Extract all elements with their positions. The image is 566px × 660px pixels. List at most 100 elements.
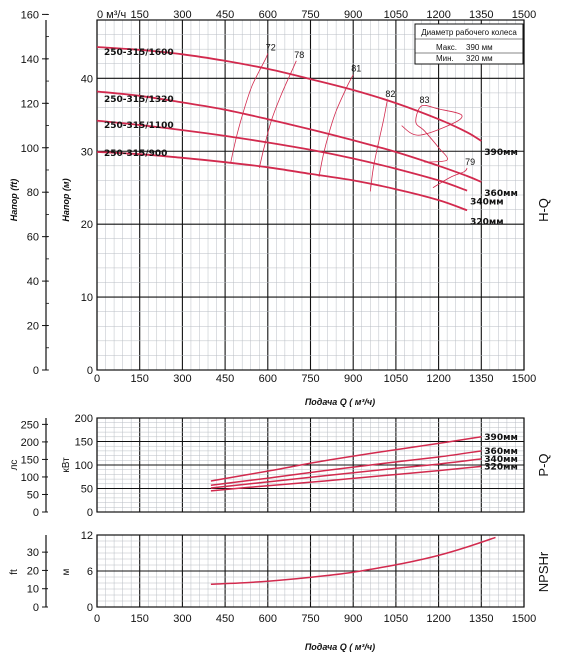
ft-tick-label: 160 <box>21 9 39 21</box>
ft-tick-label: 40 <box>27 276 39 288</box>
hq-curve-390мм <box>96 46 482 142</box>
top-axis-unit: 0 м³/ч <box>97 9 126 21</box>
hq-curve-320мм <box>96 151 468 212</box>
kw-tick-label: 0 <box>87 507 93 519</box>
x-tick-label: 600 <box>259 613 277 625</box>
pq-side-label: P-Q <box>536 453 551 476</box>
x-tick-label: 1050 <box>384 613 408 625</box>
npsh-ylabel-ft: ft <box>9 569 20 575</box>
diameter-legend: Диаметр рабочего колеса Макс. 390 мм Мин… <box>414 23 524 65</box>
x-tick-label: 900 <box>344 373 362 385</box>
legend-min-label: Мин. <box>436 54 454 63</box>
hq-curve-340мм <box>96 119 468 192</box>
x-tick-label: 1200 <box>426 613 450 625</box>
model-label-1600: 250-315/1600 <box>104 48 174 58</box>
top-tick-label: 150 <box>131 9 149 21</box>
kw-tick-label: 150 <box>75 437 93 449</box>
top-tick-label: 1050 <box>384 9 408 21</box>
efficiency-curve <box>369 100 388 192</box>
npsh-ylabel-m: м <box>61 568 72 575</box>
m-tick-label: 30 <box>81 146 93 158</box>
efficiency-curve <box>432 167 468 189</box>
efficiency-curve <box>318 74 354 177</box>
x-tick-label: 1350 <box>469 613 493 625</box>
pq-curve-390мм <box>210 436 482 482</box>
x-tick-label: 1500 <box>512 373 536 385</box>
efficiency-label: 81 <box>351 64 361 74</box>
efficiency-curve <box>230 53 269 163</box>
x-tick-label: 1500 <box>512 613 536 625</box>
efficiency-label: 79 <box>465 157 475 167</box>
hp-tick-label: 200 <box>21 437 39 449</box>
npsh-xlabel: Подача Q ( м³/ч) <box>305 642 375 652</box>
pq-curve-360мм <box>210 450 482 486</box>
x-tick-label: 0 <box>94 373 100 385</box>
hq-side-label: H-Q <box>536 198 551 222</box>
top-tick-label: 450 <box>216 9 234 21</box>
hq-series-label: 390мм <box>484 148 518 158</box>
x-tick-label: 750 <box>301 613 319 625</box>
panel-frame <box>96 19 525 371</box>
ft-tick-label: 140 <box>21 54 39 66</box>
legend-max-value: 390 мм <box>466 43 493 52</box>
x-tick-label: 150 <box>131 613 149 625</box>
npsh-side-label: NPSHr <box>536 551 551 592</box>
grid-layer <box>42 13 525 608</box>
efficiency-curve <box>401 104 463 163</box>
x-tick-label: 0 <box>94 613 100 625</box>
top-tick-label: 750 <box>301 9 319 21</box>
top-tick-label: 600 <box>259 9 277 21</box>
x-tick-label: 150 <box>131 373 149 385</box>
npsh-m-tick-label: 0 <box>87 602 93 614</box>
npsh-ft-tick-label: 20 <box>27 565 39 577</box>
hp-tick-label: 150 <box>21 454 39 466</box>
hq-series-label: 360мм <box>484 189 518 199</box>
m-tick-label: 10 <box>81 292 93 304</box>
x-tick-label: 1200 <box>426 373 450 385</box>
panel-frame <box>96 417 525 513</box>
ft-tick-label: 120 <box>21 98 39 110</box>
x-tick-label: 1350 <box>469 373 493 385</box>
efficiency-label: 83 <box>420 95 430 105</box>
hq-xlabel: Подача Q ( м³/ч) <box>305 397 375 407</box>
ft-tick-label: 100 <box>21 143 39 155</box>
hq-curve-360мм <box>96 90 482 183</box>
top-tick-label: 900 <box>344 9 362 21</box>
npsh-ft-tick-label: 30 <box>27 547 39 559</box>
hq-ylabel-ft: Напор (ft) <box>9 179 19 222</box>
efficiency-label: 82 <box>385 89 395 99</box>
hq-series-label: 320мм <box>470 217 504 227</box>
hp-tick-label: 50 <box>27 489 39 501</box>
model-label-1100: 250-315/1100 <box>104 121 174 131</box>
pq-series-label: 360мм <box>484 447 518 457</box>
pq-ylabel-hp: лс <box>9 460 20 471</box>
pq-curve-340мм <box>210 458 482 489</box>
npsh-m-tick-label: 6 <box>87 566 93 578</box>
hp-tick-label: 250 <box>21 419 39 431</box>
ft-tick-label: 0 <box>33 365 39 377</box>
efficiency-label: 78 <box>294 50 304 60</box>
pq-series-label: 390мм <box>484 433 518 443</box>
pq-curve-320мм <box>210 465 482 492</box>
kw-tick-label: 200 <box>75 413 93 425</box>
hp-tick-label: 100 <box>21 472 39 484</box>
hp-tick-label: 0 <box>33 507 39 519</box>
efficiency-curve <box>258 60 297 169</box>
efficiency-label: 72 <box>266 43 276 53</box>
pq-series-label: 340мм <box>484 455 518 465</box>
npsh-m-tick-label: 12 <box>81 530 93 542</box>
m-tick-label: 40 <box>81 73 93 85</box>
npsh-ft-tick-label: 0 <box>33 602 39 614</box>
hq-ylabel-m: Напор (м) <box>61 178 71 221</box>
npsh-curve <box>210 536 496 585</box>
legend-max-label: Макс. <box>436 43 457 52</box>
kw-tick-label: 100 <box>75 460 93 472</box>
ft-tick-label: 80 <box>27 187 39 199</box>
top-tick-label: 1350 <box>469 9 493 21</box>
hq-series-label: 340мм <box>470 198 504 208</box>
curve-layer <box>96 46 496 585</box>
x-tick-label: 300 <box>173 613 191 625</box>
top-tick-label: 1200 <box>426 9 450 21</box>
model-label-1320: 250-315/1320 <box>104 95 174 105</box>
